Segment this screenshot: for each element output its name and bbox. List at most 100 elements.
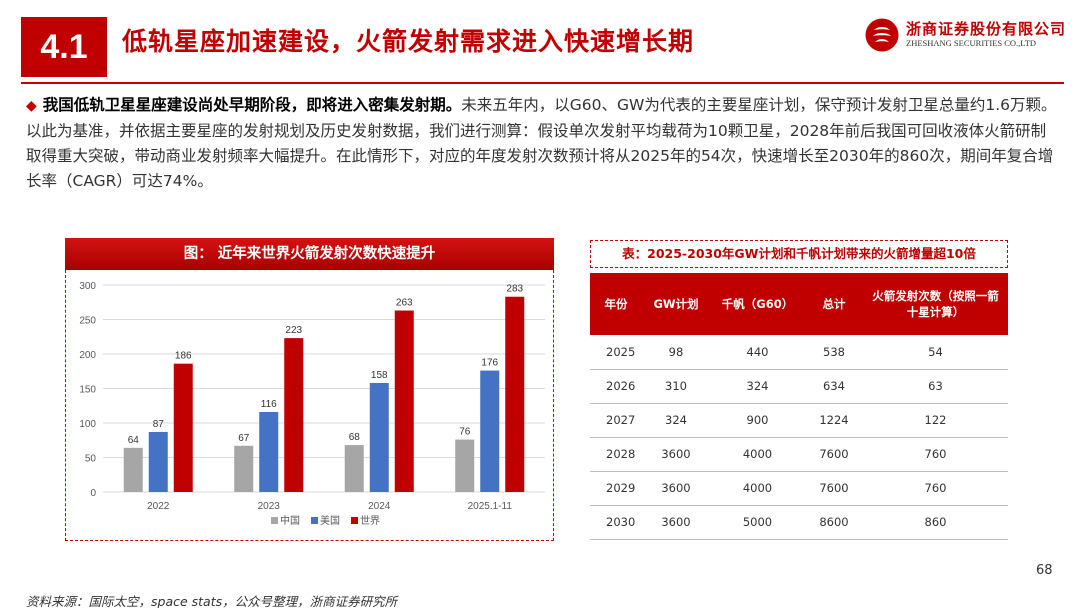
chart-title: 图： 近年来世界火箭发射次数快速提升 [65, 238, 554, 270]
company-logo: 浙商证券股份有限公司 ZHESHANG SECURITIES CO.,LTD [864, 15, 1067, 55]
rocket-increment-table: 年份 GW计划 千帆（G60） 总计 火箭发射次数（按照一箭十星计算） 2025… [590, 273, 1008, 540]
table-header-cell: GW计划 [642, 273, 710, 335]
legend-label: 美国 [320, 514, 340, 527]
x-tick-label: 2023 [258, 501, 281, 512]
table-header-row: 年份 GW计划 千帆（G60） 总计 火箭发射次数（按照一箭十星计算） [590, 273, 1008, 335]
chart-frame [65, 270, 554, 541]
data-label: 186 [175, 351, 192, 362]
summary-lead: 我国低轨卫星星座建设尚处早期阶段，即将进入密集发射期。 [42, 96, 462, 114]
table-cell: 98 [642, 335, 710, 370]
table-header-cell: 火箭发射次数（按照一箭十星计算） [863, 273, 1008, 335]
x-tick-label: 2022 [147, 501, 170, 512]
bar-中国 [344, 445, 364, 492]
table-cell: 860 [863, 505, 1008, 540]
table-cell: 3600 [642, 437, 710, 472]
table-cell: 2026 [590, 369, 642, 404]
summary-paragraph: ◆ 我国低轨卫星星座建设尚处早期阶段，即将进入密集发射期。未来五年内，以G60、G… [26, 93, 1060, 194]
legend-label: 世界 [360, 515, 380, 527]
y-tick-label: 0 [90, 488, 96, 499]
bar-美国 [148, 431, 168, 492]
bar-美国 [369, 382, 389, 492]
bar-世界 [394, 310, 414, 492]
table-header-cell: 千帆（G60） [710, 273, 805, 335]
diamond-bullet-icon: ◆ [26, 98, 37, 114]
table-cell: 324 [642, 403, 710, 438]
y-tick-label: 300 [79, 281, 96, 292]
data-label: 76 [459, 427, 471, 438]
table-row: 2028 3600 4000 7600 760 [590, 437, 1008, 472]
table-row: 2027 324 900 1224 122 [590, 403, 1008, 438]
y-tick-label: 50 [85, 454, 97, 465]
bar-世界 [284, 338, 304, 492]
table-cell: 5000 [710, 505, 805, 540]
zheshang-logo-icon [865, 18, 899, 52]
table-row: 2030 3600 5000 8600 860 [590, 505, 1008, 540]
table-cell: 3600 [642, 505, 710, 540]
table-row: 2025 98 440 538 54 [590, 335, 1008, 370]
table-cell: 4000 [710, 471, 805, 506]
table-cell: 63 [863, 369, 1008, 404]
table-cell: 2028 [590, 437, 642, 472]
table-cell: 324 [710, 369, 805, 404]
table-cell: 54 [863, 335, 1008, 370]
table-cell: 4000 [710, 437, 805, 472]
bar-美国 [480, 370, 500, 492]
legend-swatch [311, 517, 318, 524]
table-cell: 538 [805, 335, 863, 370]
table-cell: 8600 [805, 505, 863, 540]
bar-世界 [505, 296, 525, 492]
data-label: 67 [238, 433, 250, 444]
logo-company-name-cn: 浙商证券股份有限公司 [906, 20, 1067, 38]
data-label: 223 [285, 325, 302, 336]
legend-swatch [271, 517, 278, 524]
table-cell: 7600 [805, 471, 863, 506]
table-row: 2026 310 324 634 63 [590, 369, 1008, 404]
bar-中国 [123, 447, 143, 492]
y-tick-label: 200 [79, 350, 96, 361]
table-cell: 900 [710, 403, 805, 438]
section-number-badge: 4.1 [21, 17, 107, 77]
table-cell: 760 [863, 471, 1008, 506]
data-label: 68 [349, 432, 361, 443]
bar-中国 [455, 439, 475, 492]
launch-count-bar-chart: 0 50 100 150 200 250 300 64 87 186 2022 67 116 223 202… [79, 281, 545, 527]
page-number: 68 [1036, 563, 1053, 578]
y-tick-label: 250 [79, 316, 96, 327]
table-cell: 760 [863, 437, 1008, 472]
page-title: 低轨星座加速建设，火箭发射需求进入快速增长期 [122, 27, 695, 56]
logo-company-name-en: ZHESHANG SECURITIES CO.,LTD [906, 38, 1037, 48]
table-row: 2029 3600 4000 7600 760 [590, 471, 1008, 506]
data-label: 176 [481, 358, 498, 369]
table-cell: 440 [710, 335, 805, 370]
table-cell: 2025 [590, 335, 642, 370]
table-cell: 2029 [590, 471, 642, 506]
data-label: 283 [506, 284, 523, 295]
launch-count-chart-panel: 图： 近年来世界火箭发射次数快速提升 0 50 100 150 200 250 300 64 8… [65, 238, 554, 541]
table-cell: 2030 [590, 505, 642, 540]
bar-中国 [234, 445, 254, 492]
table-cell: 1224 [805, 403, 863, 438]
bar-世界 [173, 363, 193, 492]
summary-body: 未来五年内，以G60、GW为代表的主要星座计划，保守预计发射卫星总量约1.6万颗… [26, 96, 1057, 190]
rocket-increment-table-panel: 表：2025-2030年GW计划和千帆计划带来的火箭增量超10倍 年份 GW计划… [590, 240, 1008, 540]
source-note: 资料来源：国际太空，space stats，公众号整理，浙商证券研究所 [26, 594, 398, 608]
table-cell: 634 [805, 369, 863, 404]
table-title: 表：2025-2030年GW计划和千帆计划带来的火箭增量超10倍 [590, 240, 1008, 268]
y-tick-label: 150 [79, 385, 96, 396]
table-cell: 122 [863, 403, 1008, 438]
table-cell: 2027 [590, 403, 642, 438]
title-divider [21, 82, 1064, 84]
table-header-cell: 总计 [805, 273, 863, 335]
data-label: 87 [153, 419, 165, 430]
x-tick-label: 2025.1-11 [468, 501, 513, 512]
data-label: 263 [396, 298, 413, 309]
table-cell: 7600 [805, 437, 863, 472]
bar-美国 [259, 411, 279, 492]
legend-swatch [351, 517, 358, 524]
y-tick-label: 100 [79, 419, 96, 430]
table-header-cell: 年份 [590, 273, 642, 335]
x-tick-label: 2024 [368, 501, 391, 512]
legend-label: 中国 [280, 514, 300, 527]
data-label: 158 [371, 370, 388, 381]
table-cell: 310 [642, 369, 710, 404]
